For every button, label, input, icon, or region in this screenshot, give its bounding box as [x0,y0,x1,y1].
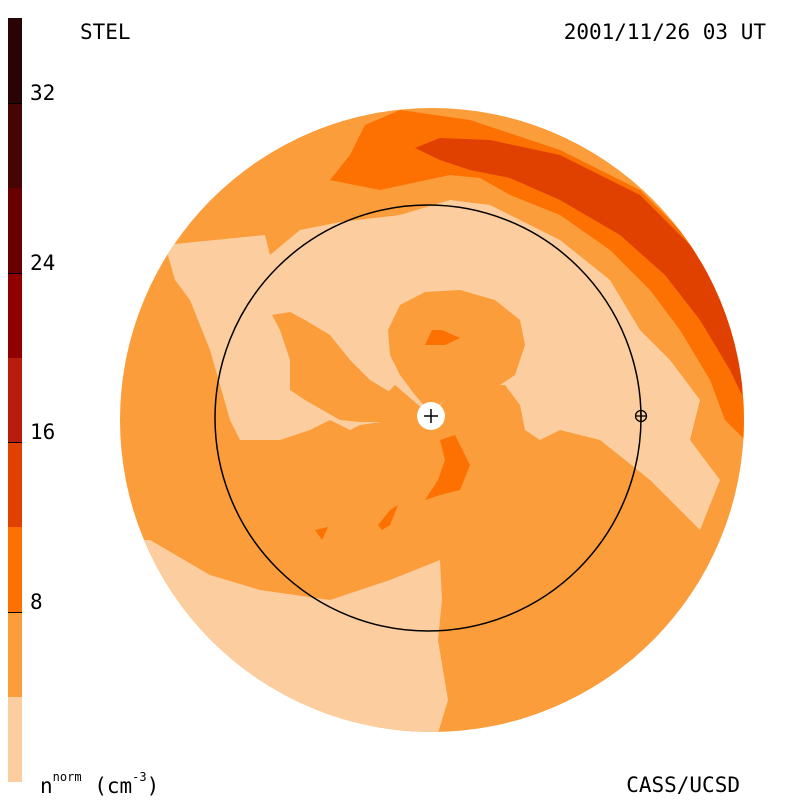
colorbar-tick [8,103,22,104]
colorbar [8,18,22,782]
source-label: STEL [80,20,131,44]
colorbar-segment [8,442,22,528]
unit-paren: (cm [94,774,133,798]
timestamp-label: 2001/11/26 03 UT [563,20,766,44]
colorbar-segment [8,187,22,273]
region-level-8-12-patch-southwest [315,527,328,540]
region-level-12-16-arc [415,138,742,395]
region-level-4-8-hook [388,290,525,412]
unit-superscript: norm [52,770,82,784]
colorbar-tick-label: 32 [30,81,56,105]
colorbar-segment [8,697,22,782]
colorbar-segment [8,357,22,443]
unit-close: ) [146,774,160,798]
density-contours [120,108,744,732]
colorbar-segment [8,18,22,103]
colorbar-tick [8,273,22,274]
region-level-8-12-patch-north [425,330,460,345]
colorbar-segment [8,612,22,698]
colorbar-tick-label: 8 [30,590,43,614]
colorbar-tick [8,612,22,613]
unit-base: n [40,774,53,798]
region-level-4-8-arm [272,312,420,422]
colorbar-segment [8,272,22,358]
colorbar-tick-label: 24 [30,251,56,275]
sun-plus-icon [424,409,438,423]
colorbar-tick [8,442,22,443]
colorbar-segment [8,527,22,613]
unit-label: nnorm (cm-3) [40,771,160,798]
colorbar-segment [8,102,22,188]
region-level-8-12-patch-east [425,435,470,500]
region-level-8-12-patch-south [378,505,398,530]
colorbar-tick-label: 16 [30,420,56,444]
unit-exponent: -3 [132,770,147,784]
earth-icon [634,409,648,423]
credit-label: CASS/UCSD [626,773,740,797]
